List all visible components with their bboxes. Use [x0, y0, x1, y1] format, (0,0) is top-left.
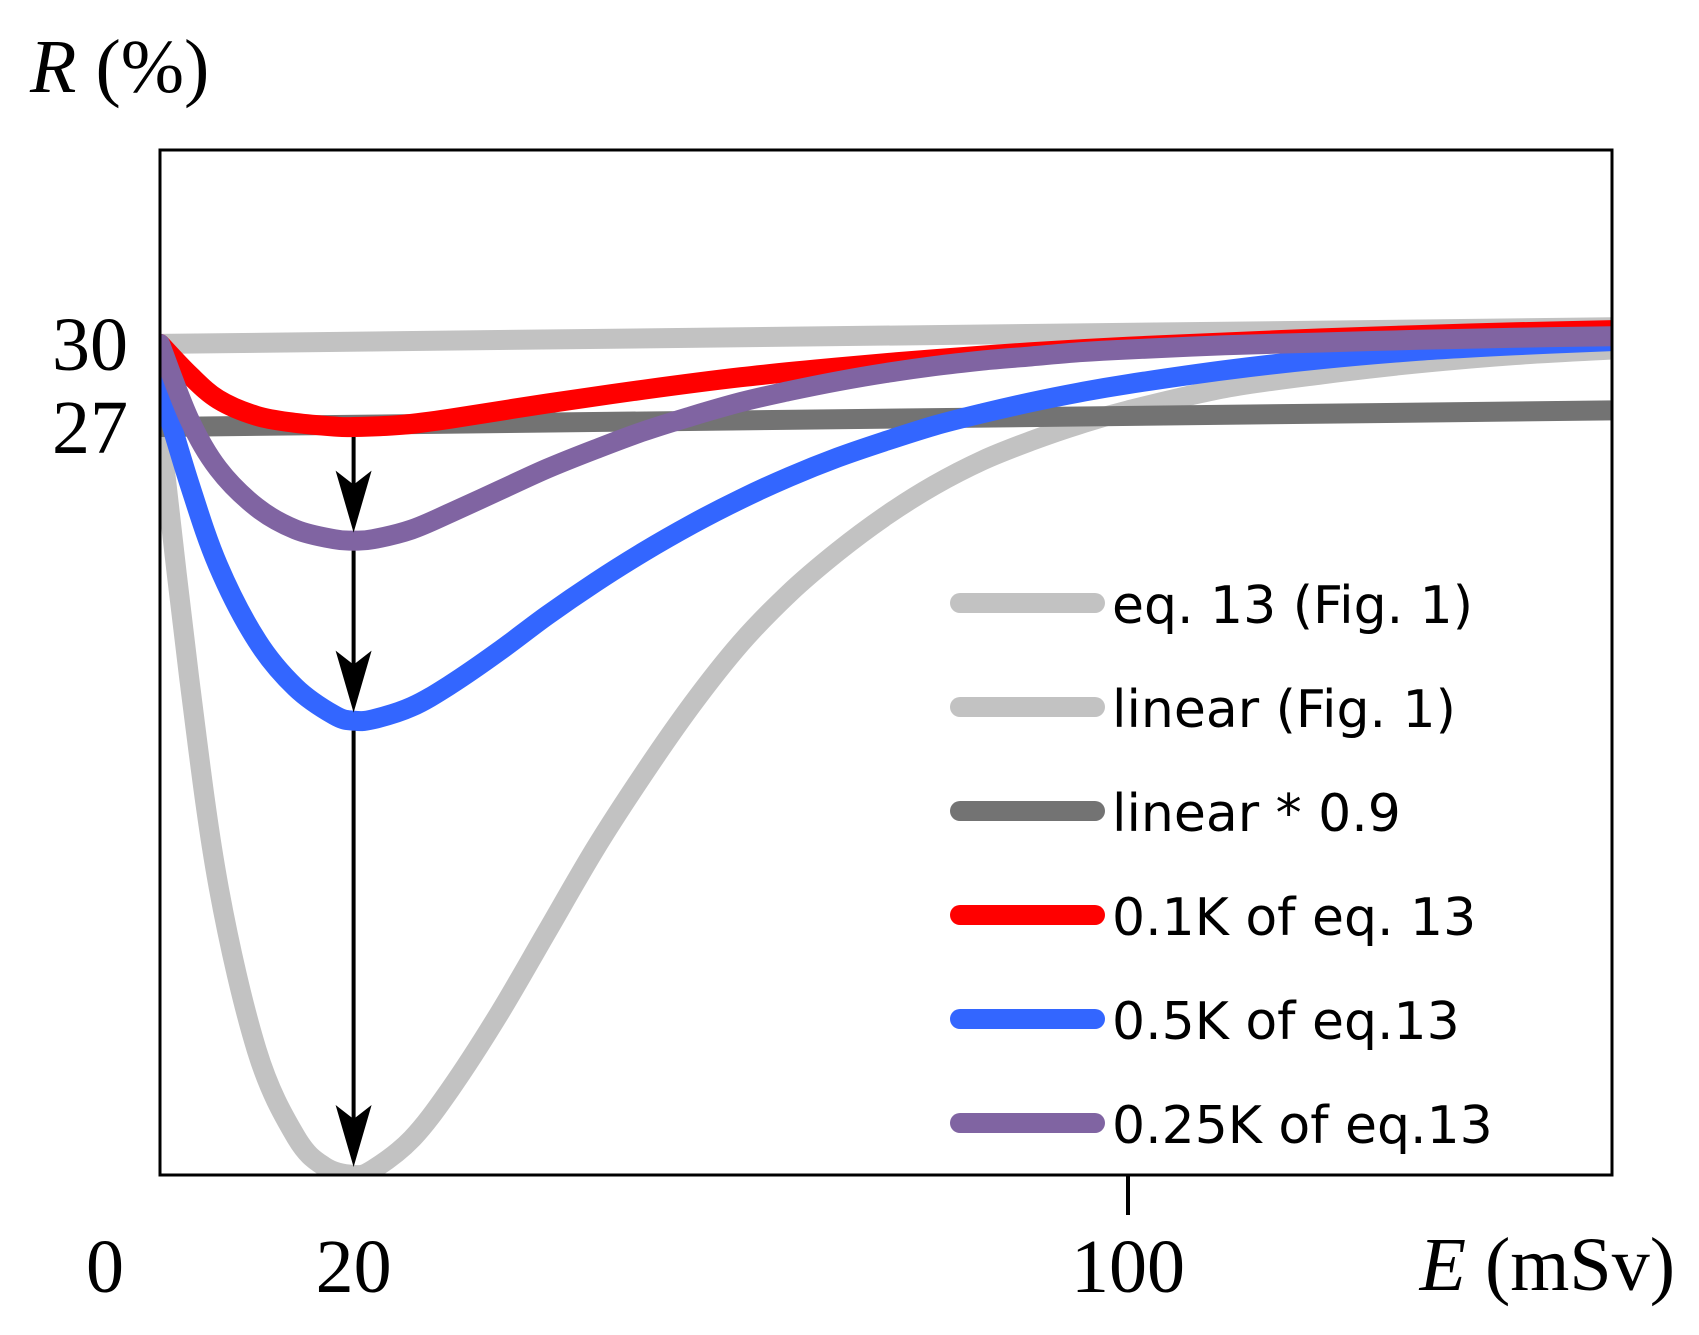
- arrow-head: [335, 650, 372, 713]
- y-tick-label-27: 27: [52, 386, 128, 470]
- legend: eq. 13 (Fig. 1) linear (Fig. 1) linear * 0…: [950, 576, 1493, 1156]
- legend-label: 0.25K of eq.13: [1112, 1096, 1493, 1156]
- legend-label: linear (Fig. 1): [1112, 680, 1456, 740]
- x-tick-label-100: 100: [1071, 1225, 1185, 1309]
- x-axis-variable: E: [1419, 1223, 1466, 1307]
- x-tick-label-0: 0: [86, 1225, 124, 1309]
- legend-entry-linear-0-9: linear * 0.9: [950, 784, 1401, 844]
- y-axis-unit: (%): [76, 25, 209, 109]
- legend-label: eq. 13 (Fig. 1): [1112, 576, 1473, 636]
- arrow-head: [335, 1105, 372, 1167]
- arrow-2: [335, 550, 372, 713]
- x-axis-label: E (mSv): [1419, 1223, 1675, 1307]
- legend-entry-0-1k-of-eq-13: 0.1K of eq. 13: [950, 888, 1476, 948]
- x-axis-unit: (mSv): [1466, 1223, 1675, 1307]
- legend-entry-eq-13-fig-1: eq. 13 (Fig. 1): [950, 576, 1473, 636]
- legend-entry-0-5k-of-eq-13: 0.5K of eq.13: [950, 992, 1460, 1052]
- legend-label: linear * 0.9: [1112, 784, 1401, 844]
- series-line-eq-13-fig-1: [160, 339, 1612, 1175]
- legend-entry-linear-fig-1: linear (Fig. 1): [950, 680, 1456, 740]
- y-axis-label: R (%): [29, 25, 209, 109]
- arrow-head: [335, 470, 372, 533]
- arrow-layer: [335, 437, 372, 1167]
- legend-label: 0.5K of eq.13: [1112, 992, 1460, 1052]
- legend-label: 0.1K of eq. 13: [1112, 888, 1476, 948]
- series-line-0-25k-of-eq-13: [160, 326, 1612, 551]
- arrow-1: [335, 437, 372, 533]
- series-layer: [160, 317, 1612, 1175]
- arrow-3: [335, 730, 372, 1167]
- y-axis-variable: R: [29, 25, 76, 109]
- x-tick-label-20: 20: [316, 1225, 392, 1309]
- y-tick-label-30: 30: [52, 303, 128, 387]
- series-line-0-5k-of-eq-13: [160, 331, 1612, 732]
- legend-entry-0-25k-of-eq-13: 0.25K of eq.13: [950, 1096, 1493, 1156]
- plot-frame: [158, 148, 1614, 1177]
